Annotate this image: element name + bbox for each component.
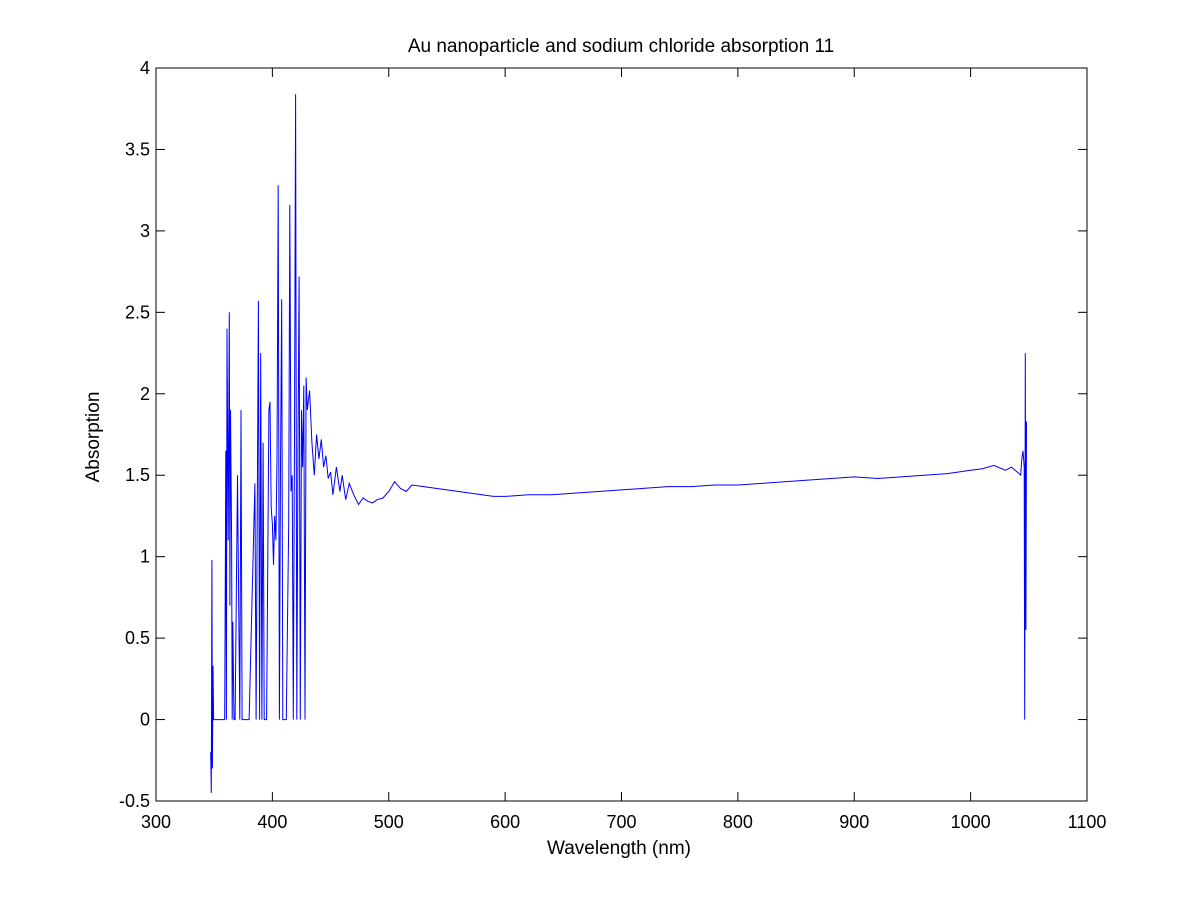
y-tick-label: 4 [140, 58, 150, 78]
x-axis-label: Wavelength (nm) [547, 838, 691, 859]
x-tick-label: 300 [141, 812, 171, 832]
y-tick-label: 2.5 [125, 302, 150, 322]
y-tick-label: 3 [140, 221, 150, 241]
x-tick-label: 400 [257, 812, 287, 832]
y-tick-label: 2 [140, 384, 150, 404]
y-tick-label: 1 [140, 547, 150, 567]
labels-layer: 300 400 500 600 700 800 900 1000 1100 -0.5 0 0.5 1 1.… [119, 58, 1106, 832]
x-tick-label: 1000 [951, 812, 991, 832]
x-tick-label: 900 [839, 812, 869, 832]
y-tick-label: 0 [140, 710, 150, 730]
y-tick-label: 0.5 [125, 628, 150, 648]
series-line-0 [210, 94, 1027, 793]
x-tick-label: 600 [490, 812, 520, 832]
x-tick-label: 700 [606, 812, 636, 832]
x-tick-label: 1100 [1068, 812, 1107, 832]
axes-box [155, 67, 1088, 802]
chart-title: Au nanoparticle and sodium chloride abso… [408, 36, 834, 57]
x-tick-label: 500 [374, 812, 404, 832]
x-tick-label: 800 [723, 812, 753, 832]
y-tick-label: -0.5 [119, 791, 150, 811]
line-layer [210, 94, 1027, 793]
y-axis-label: Absorption [83, 392, 104, 483]
y-tick-label: 1.5 [125, 465, 150, 485]
y-tick-label: 3.5 [125, 139, 150, 159]
